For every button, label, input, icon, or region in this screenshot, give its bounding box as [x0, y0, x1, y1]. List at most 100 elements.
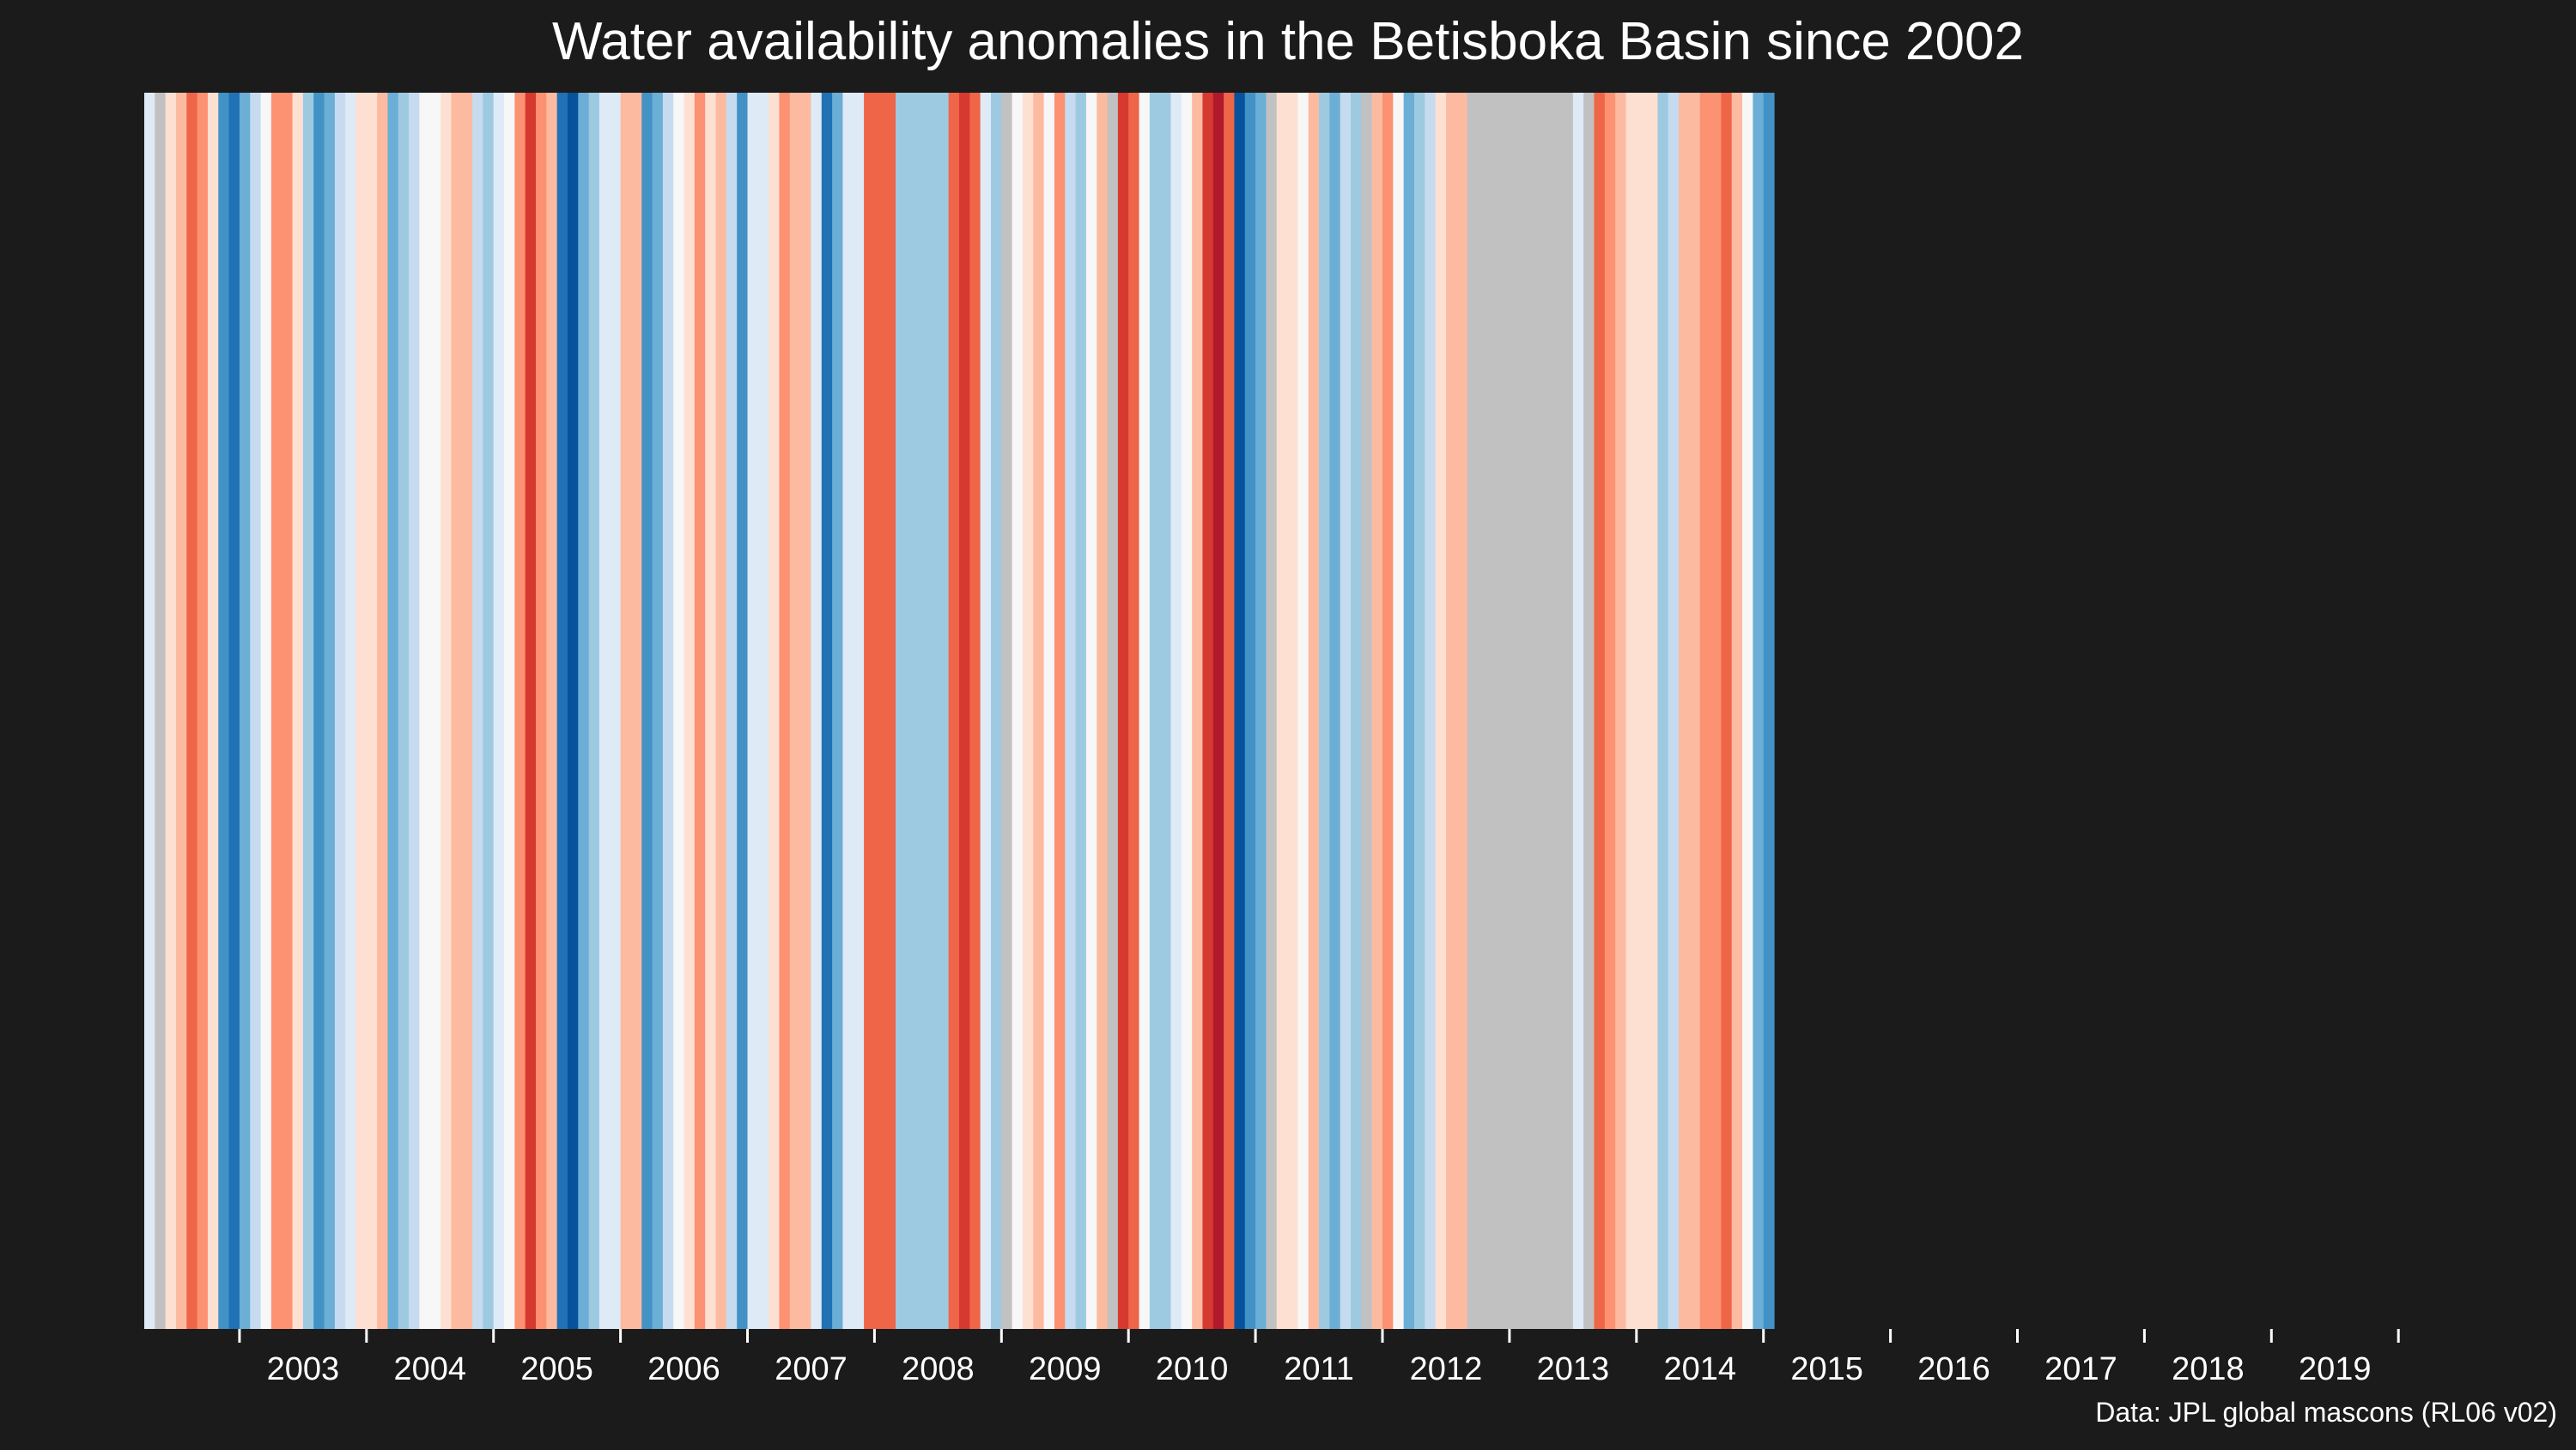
stripe — [1382, 93, 1394, 1329]
stripe — [155, 93, 167, 1329]
stripe — [1107, 93, 1119, 1329]
stripe — [694, 93, 706, 1329]
stripe — [1170, 93, 1182, 1329]
stripe — [313, 93, 325, 1329]
stripe — [1753, 93, 1765, 1329]
stripe — [969, 93, 981, 1329]
stripe — [207, 93, 219, 1329]
stripe — [1371, 93, 1383, 1329]
stripe — [525, 93, 537, 1329]
x-tick-label: 2010 — [1156, 1351, 1229, 1387]
stripe — [906, 93, 918, 1329]
stripe — [610, 93, 622, 1329]
stripe — [673, 93, 685, 1329]
stripe — [1212, 93, 1224, 1329]
stripe — [260, 93, 272, 1329]
stripe — [1731, 93, 1743, 1329]
stripe — [747, 93, 759, 1329]
stripe — [186, 93, 198, 1329]
stripe — [1615, 93, 1627, 1329]
stripe — [620, 93, 632, 1329]
stripe — [1403, 93, 1415, 1329]
stripe — [769, 93, 781, 1329]
stripe — [1763, 93, 1775, 1329]
stripe — [1117, 93, 1129, 1329]
stripe — [429, 93, 441, 1329]
stripe — [980, 93, 992, 1329]
stripe — [228, 93, 240, 1329]
stripe — [1085, 93, 1097, 1329]
stripe — [588, 93, 600, 1329]
stripe — [1572, 93, 1584, 1329]
x-tick-label: 2004 — [393, 1351, 466, 1387]
stripe — [324, 93, 336, 1329]
stripe — [514, 93, 526, 1329]
x-tick-label: 2018 — [2172, 1351, 2245, 1387]
stripe — [409, 93, 421, 1329]
stripe — [197, 93, 209, 1329]
stripe — [662, 93, 674, 1329]
stripe — [419, 93, 431, 1329]
stripe — [239, 93, 251, 1329]
stripe — [896, 93, 907, 1329]
stripe — [757, 93, 769, 1329]
stripe — [398, 93, 410, 1329]
stripe — [250, 93, 262, 1329]
stripe — [652, 93, 664, 1329]
stripe — [175, 93, 187, 1329]
stripe — [832, 93, 844, 1329]
stripe — [292, 93, 304, 1329]
stripe — [1340, 93, 1352, 1329]
stripe — [1393, 93, 1405, 1329]
stripe — [864, 93, 876, 1329]
stripe — [1530, 93, 1542, 1329]
stripe — [1097, 93, 1109, 1329]
x-tick-label: 2005 — [520, 1351, 593, 1387]
stripe — [1192, 93, 1204, 1329]
stripe — [853, 93, 865, 1329]
stripe — [842, 93, 854, 1329]
x-tick-label: 2019 — [2299, 1351, 2372, 1387]
stripe — [1202, 93, 1214, 1329]
stripe — [715, 93, 727, 1329]
stripe — [821, 93, 833, 1329]
stripe — [1297, 93, 1309, 1329]
stripe — [536, 93, 547, 1329]
stripe — [1308, 93, 1320, 1329]
stripe — [1636, 93, 1648, 1329]
stripe — [270, 93, 283, 1329]
stripe — [641, 93, 653, 1329]
stripe — [737, 93, 749, 1329]
x-tick-label: 2008 — [902, 1351, 975, 1387]
stripe — [1477, 93, 1489, 1329]
stripe — [1413, 93, 1425, 1329]
x-tick-label: 2007 — [775, 1351, 848, 1387]
stripe — [165, 93, 177, 1329]
stripe — [472, 93, 483, 1329]
stripe — [1351, 93, 1362, 1329]
stripe — [1689, 93, 1701, 1329]
stripe — [334, 93, 346, 1329]
x-tick-label: 2013 — [1537, 1351, 1610, 1387]
x-tick-label: 2016 — [1917, 1351, 1990, 1387]
stripe — [598, 93, 611, 1329]
stripe-group — [144, 93, 1775, 1329]
stripe — [440, 93, 453, 1329]
stripe — [927, 93, 939, 1329]
stripe — [1594, 93, 1606, 1329]
stripe — [1224, 93, 1236, 1329]
stripe — [578, 93, 590, 1329]
stripe — [302, 93, 314, 1329]
stripe — [1710, 93, 1722, 1329]
stripe — [144, 93, 155, 1329]
stripe — [1149, 93, 1161, 1329]
stripe — [811, 93, 823, 1329]
stripe — [1679, 93, 1691, 1329]
stripe — [1128, 93, 1140, 1329]
stripe — [1054, 93, 1066, 1329]
stripe — [1509, 93, 1521, 1329]
x-tick-label: 2015 — [1790, 1351, 1863, 1387]
stripe — [1540, 93, 1552, 1329]
stripe — [1583, 93, 1595, 1329]
x-tick-label: 2014 — [1663, 1351, 1736, 1387]
